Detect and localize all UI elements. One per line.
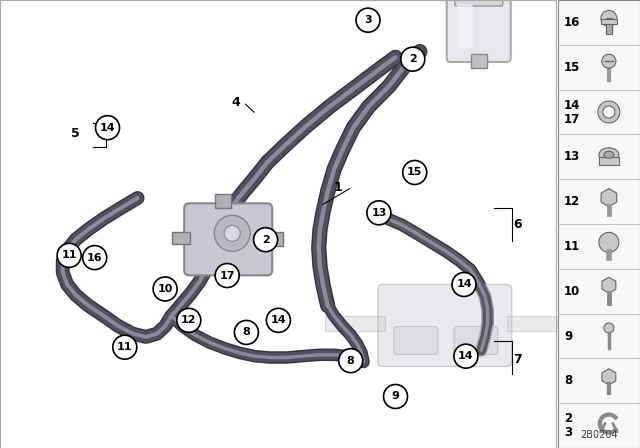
Circle shape: [215, 263, 239, 288]
Circle shape: [253, 228, 278, 252]
Text: 10: 10: [157, 284, 173, 294]
Circle shape: [599, 233, 619, 252]
Circle shape: [153, 277, 177, 301]
FancyBboxPatch shape: [454, 327, 498, 354]
FancyBboxPatch shape: [394, 327, 438, 354]
Circle shape: [339, 349, 363, 373]
Circle shape: [224, 225, 240, 241]
Text: 8: 8: [243, 327, 250, 337]
Text: 2: 2: [262, 235, 269, 245]
Text: 8: 8: [347, 356, 355, 366]
Bar: [471, 54, 487, 68]
FancyBboxPatch shape: [378, 284, 512, 366]
Circle shape: [383, 384, 408, 409]
FancyBboxPatch shape: [455, 0, 503, 6]
Bar: [601, 19, 617, 24]
Circle shape: [234, 320, 259, 345]
Bar: [606, 18, 612, 34]
FancyBboxPatch shape: [457, 4, 473, 48]
Bar: [0, 0, 556, 448]
Ellipse shape: [604, 151, 614, 158]
Circle shape: [454, 344, 478, 368]
Text: 15: 15: [407, 168, 422, 177]
Bar: [558, 0, 640, 448]
Circle shape: [113, 335, 137, 359]
Text: 11: 11: [61, 250, 77, 260]
Bar: [172, 233, 190, 244]
Text: 13: 13: [371, 208, 387, 218]
Text: 14: 14: [271, 315, 286, 325]
Text: 2
3: 2 3: [564, 412, 572, 439]
Bar: [265, 233, 283, 246]
Bar: [599, 157, 619, 165]
Circle shape: [83, 246, 107, 270]
Text: 12: 12: [181, 315, 196, 325]
Circle shape: [452, 272, 476, 297]
Bar: [215, 194, 231, 208]
Circle shape: [57, 243, 81, 267]
Text: 7: 7: [513, 353, 522, 366]
FancyBboxPatch shape: [184, 203, 272, 276]
Text: 6: 6: [513, 218, 522, 232]
Text: 14: 14: [458, 351, 474, 361]
Circle shape: [214, 215, 250, 251]
Ellipse shape: [599, 148, 619, 162]
Circle shape: [367, 201, 391, 225]
Text: 17: 17: [220, 271, 235, 280]
Text: 11: 11: [117, 342, 132, 352]
Text: 9: 9: [392, 392, 399, 401]
Text: 16: 16: [564, 16, 580, 29]
Circle shape: [266, 308, 291, 332]
Text: 10: 10: [564, 284, 580, 298]
Circle shape: [604, 323, 614, 333]
Text: 12: 12: [564, 195, 580, 208]
Text: 2: 2: [409, 54, 417, 64]
Text: 2B0204: 2B0204: [580, 430, 618, 440]
Circle shape: [601, 10, 617, 26]
Circle shape: [177, 308, 201, 332]
Text: 15: 15: [564, 60, 580, 74]
Text: 5: 5: [71, 127, 80, 140]
Text: 14
17: 14 17: [564, 99, 580, 125]
Text: 14: 14: [100, 123, 115, 133]
Text: 16: 16: [87, 253, 102, 263]
Circle shape: [401, 47, 425, 71]
Text: 9: 9: [564, 329, 572, 343]
Bar: [324, 316, 385, 332]
FancyBboxPatch shape: [447, 0, 511, 62]
Circle shape: [95, 116, 120, 140]
Text: 3: 3: [364, 15, 372, 25]
Circle shape: [356, 8, 380, 32]
Text: 4: 4: [231, 95, 240, 109]
Circle shape: [602, 54, 616, 68]
Text: 14: 14: [456, 280, 472, 289]
Circle shape: [403, 160, 427, 185]
Bar: [507, 316, 562, 332]
Text: 11: 11: [564, 240, 580, 253]
Text: 8: 8: [564, 374, 572, 388]
Text: 13: 13: [564, 150, 580, 164]
Text: 1: 1: [333, 181, 342, 194]
